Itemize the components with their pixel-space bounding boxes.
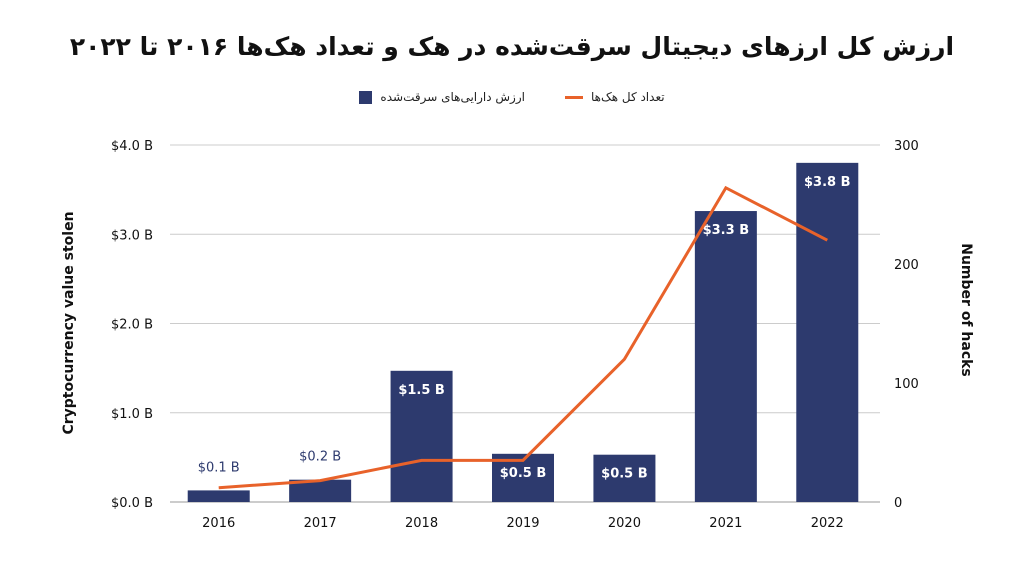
- legend-item-line: تعداد کل هک‌ها: [564, 90, 665, 104]
- bar-2017: [289, 479, 352, 502]
- legend-label-line: تعداد کل هک‌ها: [590, 90, 665, 104]
- y-tick-right: 200: [894, 258, 919, 273]
- x-tick: 2019: [506, 516, 539, 531]
- legend-item-bars: ارزش دارایی‌های سرقت‌شده: [359, 90, 525, 104]
- data-label-2022: $3.8 B: [804, 175, 851, 190]
- x-tick: 2022: [811, 516, 844, 531]
- legend: ارزش دارایی‌های سرقت‌شده تعداد کل هک‌ها: [0, 90, 1024, 104]
- data-label-2021: $3.3 B: [703, 223, 750, 238]
- bar-2016: [187, 490, 250, 502]
- data-label-2016: $0.1 B: [198, 460, 240, 475]
- x-tick: 2021: [709, 516, 742, 531]
- bar-2022: [796, 162, 859, 502]
- y-tick-right: 100: [894, 377, 919, 392]
- data-label-2018: $1.5 B: [398, 383, 445, 398]
- x-tick: 2016: [202, 516, 235, 531]
- x-tick: 2017: [304, 516, 337, 531]
- x-tick: 2018: [405, 516, 438, 531]
- y-tick-left: $3.0 B: [111, 228, 153, 243]
- bar-2018: [390, 370, 453, 502]
- bar-2021: [694, 211, 757, 503]
- y-tick-left: $1.0 B: [111, 407, 153, 422]
- data-label-2019: $0.5 B: [500, 466, 547, 481]
- y-axis-label-left: Cryptocurrency value stolen: [61, 211, 77, 434]
- chart-title: ارزش کل ارزهای دیجیتال سرقت‌شده در هک و …: [69, 32, 955, 61]
- x-tick: 2020: [608, 516, 641, 531]
- bar-2020: [593, 454, 656, 502]
- y-tick-left: $4.0 B: [111, 139, 153, 154]
- data-label-2020: $0.5 B: [601, 467, 648, 482]
- y-axis-label-right: Number of hacks: [958, 243, 974, 377]
- legend-line-swatch: [564, 95, 583, 99]
- legend-label-bars: ارزش دارایی‌های سرقت‌شده: [380, 90, 525, 104]
- y-tick-right: 0: [894, 496, 902, 511]
- y-tick-left: $0.0 B: [111, 496, 153, 511]
- data-label-2017: $0.2 B: [299, 450, 341, 465]
- y-tick-right: 300: [894, 139, 919, 154]
- y-tick-left: $2.0 B: [111, 318, 153, 333]
- legend-bar-swatch: [359, 90, 373, 104]
